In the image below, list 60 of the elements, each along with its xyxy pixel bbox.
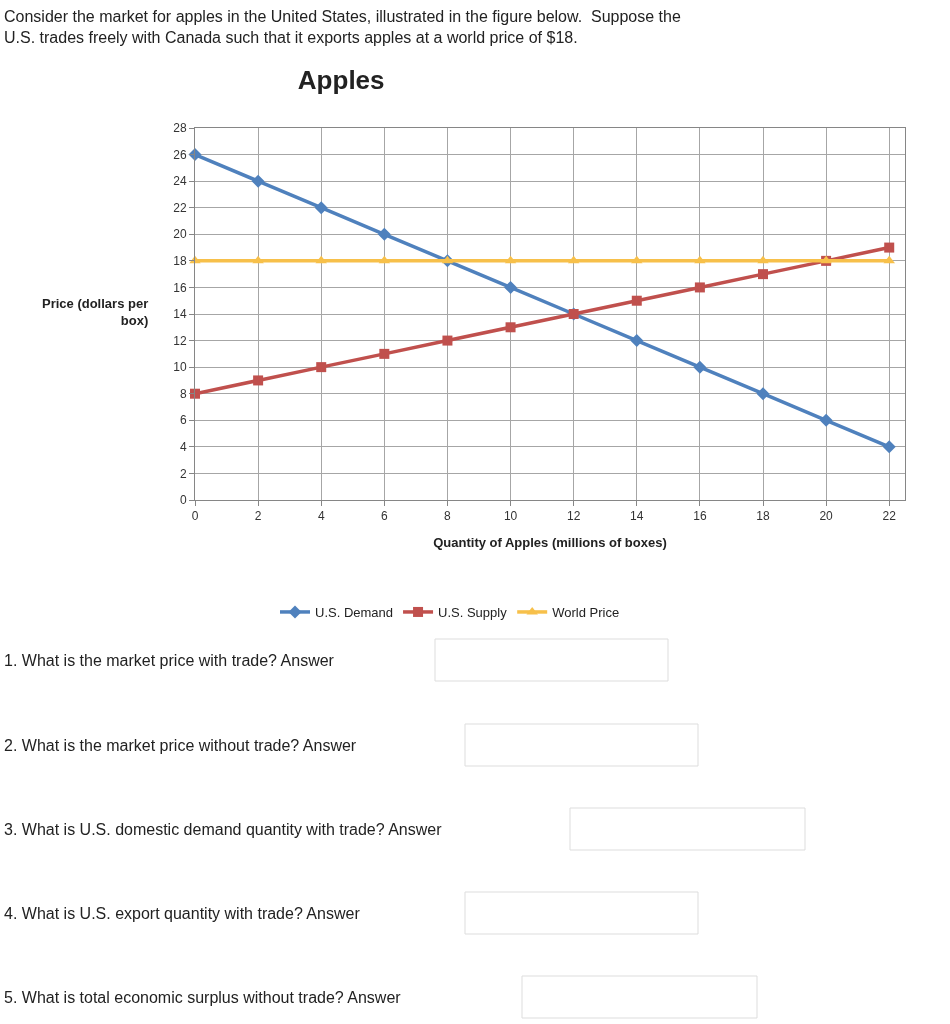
text: 5. What is total economic surplus without trade? Answer xyxy=(4,989,402,1006)
point xyxy=(379,348,390,359)
text: 1. What is the market price with trade? Answer xyxy=(4,652,335,669)
chart-title: Apples xyxy=(297,65,385,96)
text: Consider the market for apples in the United States, illustrated in the figure below. Suppose the U.S. trades freely with Canada such that it exports apples at a world price of $18. xyxy=(4,8,681,46)
y-tick-label: 24 xyxy=(173,174,187,189)
x-axis-title: Quantity of Apples (millions of boxes) xyxy=(433,535,667,550)
x-tick-label: 10 xyxy=(503,509,518,524)
y-tick-label: 12 xyxy=(173,333,187,348)
point xyxy=(758,269,768,280)
y-tick-label: 2 xyxy=(179,466,187,481)
point xyxy=(756,387,770,401)
point xyxy=(253,375,264,386)
point xyxy=(377,227,391,241)
point xyxy=(630,334,644,348)
point xyxy=(314,201,328,215)
y-tick-label: 8 xyxy=(179,386,187,401)
y-tick-label: 26 xyxy=(173,147,187,162)
point xyxy=(819,413,833,427)
text: 3. What is U.S. domestic demand quantity with trade? Answer xyxy=(4,821,443,838)
y-axis-title: Price (dollars per box) xyxy=(42,296,149,328)
point xyxy=(316,362,327,373)
x-tick-label: 12 xyxy=(566,509,581,524)
point xyxy=(884,242,895,253)
x-tick-label: 22 xyxy=(882,509,897,524)
point xyxy=(693,360,707,374)
point xyxy=(505,322,516,333)
point xyxy=(251,174,265,188)
text: 4. What is U.S. export quantity with trade? Answer xyxy=(4,905,361,922)
y-tick-label: 22 xyxy=(173,200,187,215)
point xyxy=(315,255,327,264)
x-tick-label: 2 xyxy=(254,509,262,524)
x-tick-label: 16 xyxy=(693,509,707,524)
y-tick-label: 4 xyxy=(179,440,187,455)
point xyxy=(631,255,643,264)
y-tick-label: 18 xyxy=(173,254,187,269)
y-tick-label: 10 xyxy=(173,360,187,375)
y-tick-label: 28 xyxy=(173,121,187,136)
x-tick-label: 4 xyxy=(317,509,325,524)
x-tick-label: 20 xyxy=(819,509,834,524)
legend-label: World Price xyxy=(552,605,620,621)
y-tick-label: 16 xyxy=(173,280,187,295)
legend-label: U.S. Demand xyxy=(315,605,394,621)
x-tick-label: 8 xyxy=(444,509,452,524)
y-tick-label: 6 xyxy=(179,413,187,428)
y-tick-label: 14 xyxy=(173,307,187,322)
text: 2. What is the market price without trade? Answer xyxy=(4,737,357,754)
legend-label: U.S. Supply xyxy=(438,605,508,621)
x-tick-label: 14 xyxy=(630,509,644,524)
x-tick-label: 0 xyxy=(191,509,199,524)
y-tick-label: 0 xyxy=(179,493,187,508)
point xyxy=(883,255,895,264)
point xyxy=(882,440,896,454)
x-tick-label: 6 xyxy=(380,509,388,524)
point xyxy=(694,282,705,293)
x-tick-label: 18 xyxy=(756,509,770,524)
point xyxy=(504,280,518,294)
point xyxy=(631,295,642,306)
point xyxy=(442,335,453,346)
y-tick-label: 20 xyxy=(173,227,187,242)
